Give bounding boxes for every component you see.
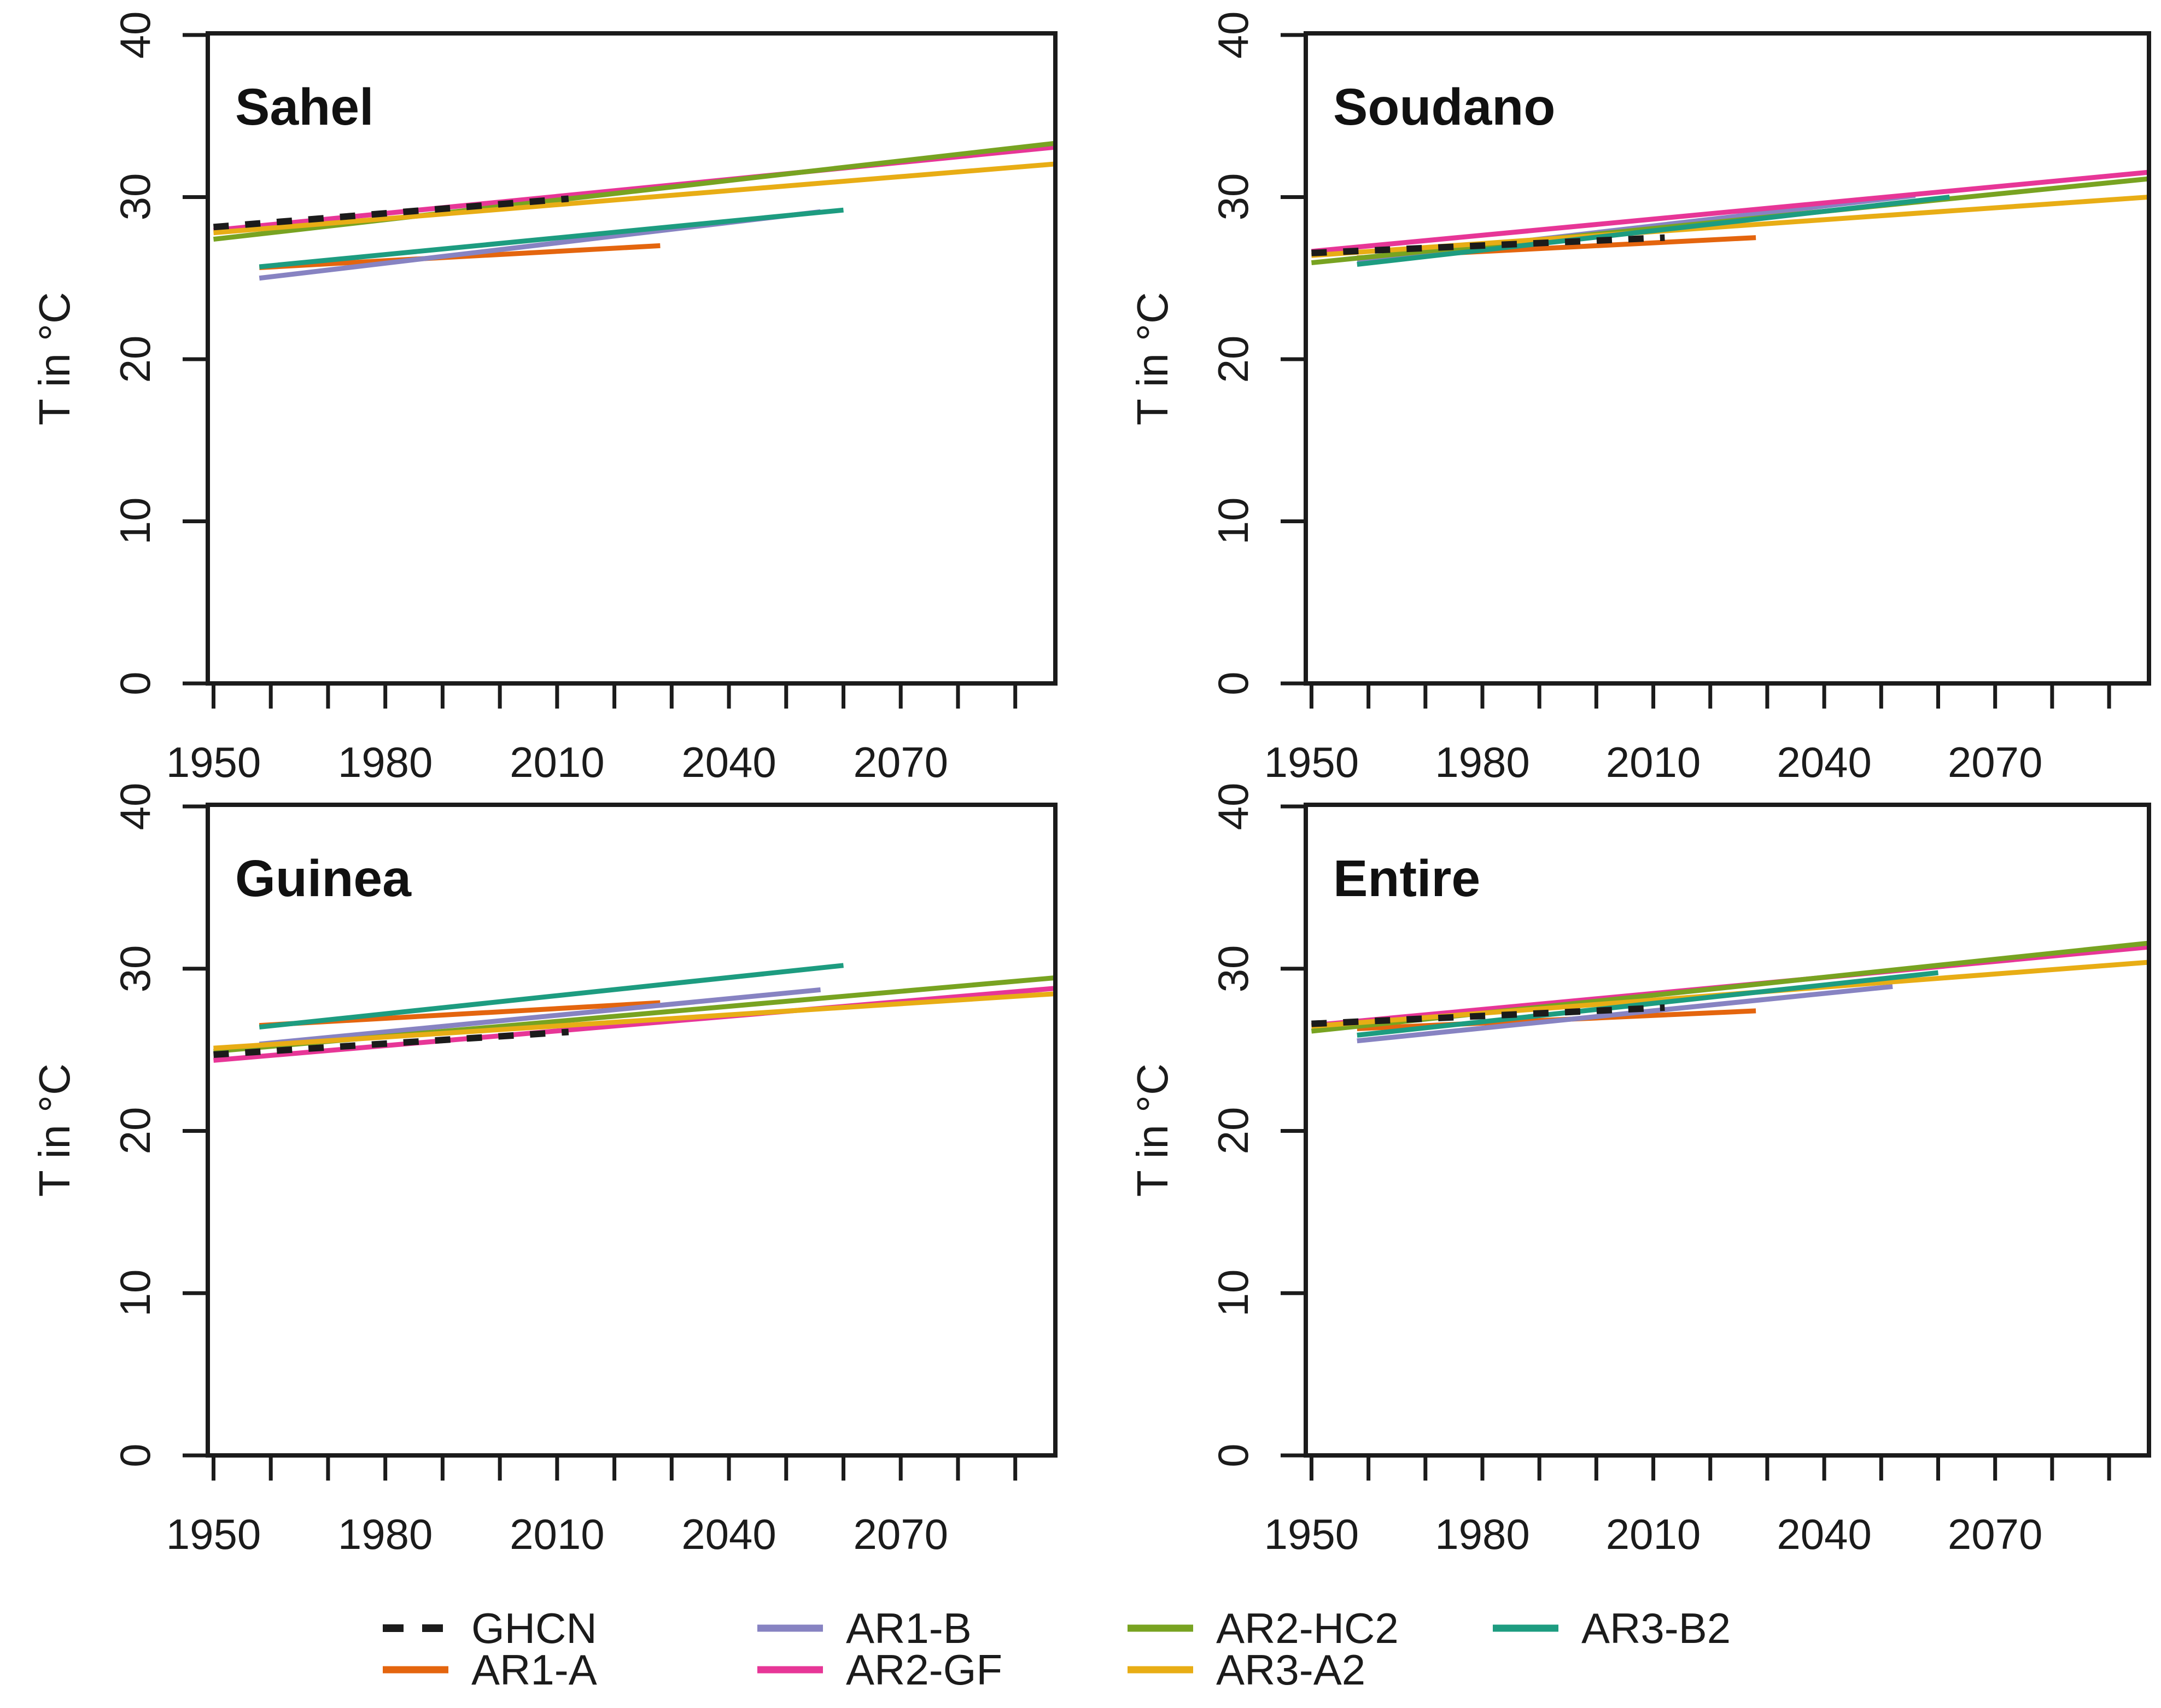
legend-swatch-ar3-a2 (1128, 1664, 1193, 1678)
x-tick-label-soudano: 2040 (1777, 738, 1872, 786)
series-line-ar1-b-entire (1357, 984, 1893, 1044)
y-tick-label-soudano: 40 (1209, 11, 1257, 59)
y-tick-label-sahel: 30 (111, 173, 159, 221)
y-tick-label-guinea: 40 (111, 782, 159, 830)
y-tick-label-soudano: 0 (1209, 671, 1257, 695)
series-line-ar3-a2-guinea (213, 991, 1056, 1051)
legend-label-ar3-b2: AR3-B2 (1581, 1604, 1731, 1652)
series-line-ghcn-guinea (213, 1028, 569, 1058)
x-tick-label-soudano: 1980 (1435, 738, 1530, 786)
x-tick-label-sahel: 2070 (853, 738, 948, 786)
x-tick-label-sahel: 2040 (681, 738, 776, 786)
legend-swatch-ar1-a (383, 1664, 448, 1678)
x-tick-label-sahel: 1980 (337, 738, 433, 786)
x-tick-label-sahel: 1950 (166, 738, 261, 786)
y-axis-title-sahel: T in °C (30, 291, 79, 425)
y-tick-label-sahel: 0 (111, 671, 159, 695)
series-line-ar3-b2-guinea (259, 963, 844, 1030)
y-tick-label-entire: 0 (1209, 1443, 1257, 1467)
y-tick-label-sahel: 40 (111, 11, 159, 59)
x-tick-label-guinea: 1950 (166, 1510, 261, 1558)
y-tick-label-soudano: 20 (1209, 335, 1257, 383)
panel-title-soudano: Soudano (1333, 78, 1556, 136)
legend-label-ar2-gf: AR2-GF (846, 1646, 1003, 1694)
y-tick-label-guinea: 10 (111, 1269, 159, 1317)
y-axis-title-entire: T in °C (1128, 1063, 1177, 1197)
series-line-ghcn-entire (1311, 1004, 1665, 1027)
y-tick-label-sahel: 10 (111, 498, 159, 545)
y-tick-label-guinea: 30 (111, 945, 159, 993)
legend-swatch-ar1-b (757, 1623, 823, 1636)
legend-label-ar1-b: AR1-B (846, 1604, 972, 1652)
y-axis-title-guinea: T in °C (30, 1063, 79, 1197)
x-tick-label-entire: 2040 (1777, 1510, 1872, 1558)
series-line-ar1-b-guinea (259, 987, 821, 1047)
series-line-ar3-b2-soudano (1357, 195, 1950, 267)
y-tick-label-entire: 30 (1209, 945, 1257, 993)
x-tick-label-soudano: 2070 (1947, 738, 2043, 786)
series-line-ghcn-sahel (213, 195, 569, 231)
series-line-ar3-a2-soudano (1311, 194, 2150, 258)
legend-swatch-ar2-gf (757, 1664, 823, 1678)
x-tick-label-entire: 2010 (1605, 1510, 1701, 1558)
x-tick-label-guinea: 1980 (337, 1510, 433, 1558)
legend-label-ar3-a2: AR3-A2 (1216, 1646, 1366, 1694)
series-line-ar2-gf-guinea (213, 986, 1056, 1063)
x-tick-label-guinea: 2010 (510, 1510, 605, 1558)
x-tick-label-entire: 1980 (1435, 1510, 1530, 1558)
series-line-ar3-a2-sahel (213, 161, 1056, 236)
y-tick-label-sahel: 20 (111, 335, 159, 383)
legend-label-ghcn: GHCN (471, 1604, 597, 1652)
y-tick-label-guinea: 0 (111, 1443, 159, 1467)
legend-label-ar2-hc2: AR2-HC2 (1216, 1604, 1399, 1652)
x-tick-label-guinea: 2070 (853, 1510, 948, 1558)
y-tick-label-guinea: 20 (111, 1107, 159, 1155)
x-tick-label-soudano: 2010 (1605, 738, 1701, 786)
series-line-ar3-b2-sahel (259, 207, 844, 270)
x-tick-label-sahel: 2010 (510, 738, 605, 786)
y-tick-label-soudano: 10 (1209, 498, 1257, 545)
legend-swatch-ar3-b2 (1493, 1623, 1558, 1636)
series-line-ar3-b2-entire (1357, 970, 1938, 1038)
panel-title-guinea: Guinea (235, 850, 412, 908)
x-tick-label-soudano: 1950 (1264, 738, 1359, 786)
y-tick-label-entire: 10 (1209, 1269, 1257, 1317)
x-tick-label-entire: 2070 (1947, 1510, 2043, 1558)
legend-swatch-ghcn (383, 1623, 448, 1636)
y-tick-label-entire: 20 (1209, 1107, 1257, 1155)
panel-title-sahel: Sahel (235, 78, 374, 136)
legend-label-ar1-a: AR1-A (471, 1646, 597, 1694)
y-tick-label-entire: 40 (1209, 782, 1257, 830)
series-line-ar2-gf-soudano (1311, 169, 2150, 254)
y-axis-title-soudano: T in °C (1128, 291, 1177, 425)
y-tick-label-soudano: 30 (1209, 173, 1257, 221)
series-line-ghcn-soudano (1311, 234, 1665, 256)
legend-swatch-ar2-hc2 (1128, 1623, 1193, 1636)
panel-title-entire: Entire (1333, 850, 1481, 908)
x-tick-label-guinea: 2040 (681, 1510, 776, 1558)
x-tick-label-entire: 1950 (1264, 1510, 1359, 1558)
